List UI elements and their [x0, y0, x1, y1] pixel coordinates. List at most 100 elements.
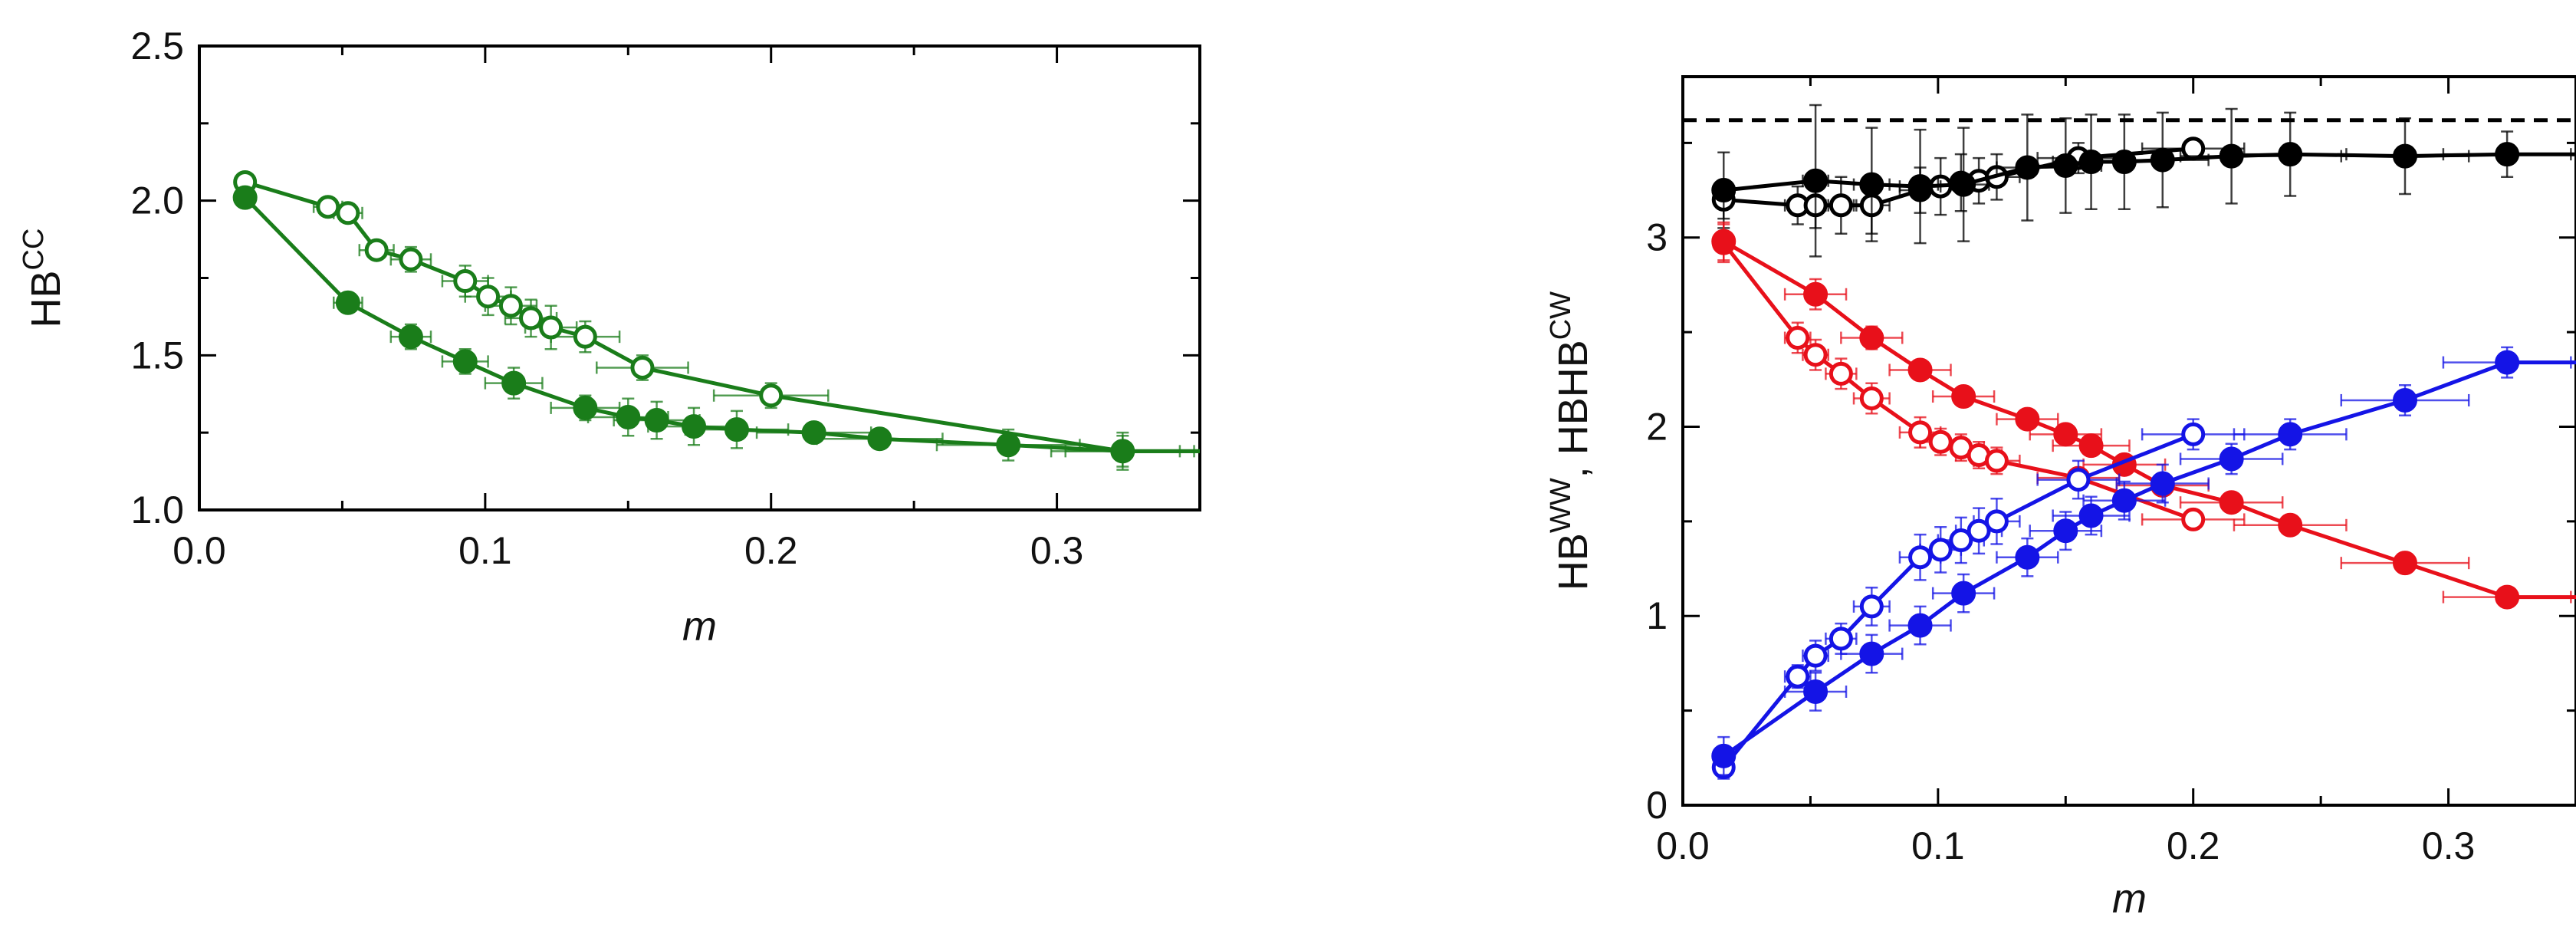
filled-data-point — [452, 349, 478, 374]
open-data-point — [573, 324, 597, 349]
open-data-point — [1786, 326, 1810, 350]
open-data-point — [1928, 538, 1953, 562]
series-4 — [1711, 418, 2246, 780]
open-data-point — [1984, 509, 2009, 534]
series-3 — [1711, 221, 2576, 610]
open-data-point — [1949, 528, 1973, 553]
filled-data-point — [398, 324, 423, 350]
filled-data-point — [1803, 679, 1829, 704]
series-line — [244, 180, 1200, 453]
y-axis-title-text: HB — [23, 270, 69, 327]
y-axis-title-text: , HB — [1550, 397, 1596, 478]
y-tick-label: 3 — [1646, 216, 1668, 259]
open-data-point — [1829, 361, 1853, 386]
open-data-point — [539, 315, 564, 340]
filled-data-point — [2053, 422, 2078, 447]
filled-data-point — [2219, 490, 2244, 515]
filled-data-point — [2495, 584, 2520, 610]
filled-data-point — [573, 395, 598, 420]
open-data-point — [498, 294, 523, 318]
filled-data-point — [996, 433, 1021, 458]
open-data-point — [476, 285, 501, 309]
series-line — [243, 196, 1200, 453]
filled-data-point — [2015, 406, 2040, 432]
series-line — [1722, 242, 2194, 521]
filled-data-point — [1907, 357, 1933, 383]
x-tick-label: 0.3 — [1030, 529, 1084, 572]
filled-data-point — [2111, 150, 2137, 175]
filled-data-point — [2053, 153, 2078, 178]
filled-data-point — [2053, 518, 2078, 544]
open-data-point — [1967, 518, 1991, 543]
x-tick-label: 0.0 — [1656, 824, 1710, 867]
y-axis-title-superscript: CC — [18, 229, 50, 271]
x-tick-label: 0.3 — [2422, 824, 2476, 867]
filled-data-point — [1951, 384, 1976, 410]
filled-data-point — [1110, 439, 1135, 464]
filled-data-point — [2078, 433, 2104, 459]
x-tick-label: 0.1 — [458, 529, 512, 572]
filled-data-point — [2219, 143, 2244, 169]
filled-data-point — [2278, 512, 2303, 538]
filled-data-point — [724, 417, 749, 442]
filled-data-point — [2150, 147, 2175, 173]
filled-data-point — [2392, 387, 2417, 413]
filled-data-point — [682, 414, 707, 439]
open-data-point — [759, 383, 784, 408]
filled-data-point — [644, 408, 669, 433]
filled-data-point — [1907, 613, 1933, 638]
series-line — [1722, 360, 2576, 758]
open-data-point — [336, 201, 360, 225]
filled-data-point — [2495, 350, 2520, 375]
x-axis-title: m — [682, 604, 717, 650]
open-data-point — [2181, 422, 2206, 446]
y-tick-label: 2.0 — [130, 179, 184, 222]
x-tick-label: 0.0 — [172, 529, 226, 572]
open-data-point — [2181, 507, 2206, 531]
filled-data-point — [1859, 172, 1884, 197]
y-tick-label: 1.5 — [130, 334, 184, 377]
filled-data-point — [1951, 581, 1976, 606]
y-tick-label: 1 — [1646, 594, 1668, 637]
filled-data-point — [1859, 325, 1884, 350]
series-1 — [232, 185, 1200, 471]
filled-data-point — [335, 290, 360, 315]
open-data-point — [399, 247, 423, 271]
series-5 — [1711, 346, 2576, 776]
filled-data-point — [867, 426, 892, 452]
filled-data-point — [501, 370, 527, 396]
x-tick-label: 0.2 — [744, 529, 798, 572]
filled-data-point — [232, 185, 258, 210]
x-axis-title: m — [2112, 876, 2147, 922]
filled-data-point — [1803, 168, 1829, 193]
y-axis-title: HBCC — [18, 229, 69, 328]
y-axis-title-superscript: CW — [1545, 291, 1577, 340]
open-data-point — [1908, 420, 1933, 445]
y-tick-label: 0 — [1646, 784, 1668, 827]
filled-data-point — [2150, 471, 2175, 496]
open-data-point — [1984, 449, 2009, 473]
y-axis-title-text: HB — [1550, 340, 1596, 397]
filled-data-point — [1711, 743, 1737, 768]
y-axis-title-text: HB — [1550, 533, 1596, 590]
filled-data-point — [2278, 422, 2303, 447]
series-1 — [1711, 104, 2576, 258]
x-tick-label: 0.2 — [2167, 824, 2220, 867]
open-data-point — [1803, 643, 1828, 668]
filled-data-point — [2278, 142, 2303, 167]
open-data-point — [1928, 429, 1953, 454]
filled-data-point — [1859, 641, 1884, 666]
open-data-point — [630, 355, 655, 380]
x-tick-label: 0.1 — [1911, 824, 1965, 867]
filled-data-point — [1951, 172, 1976, 197]
open-data-point — [1859, 386, 1884, 410]
filled-data-point — [616, 405, 641, 429]
open-data-point — [316, 195, 340, 219]
filled-data-point — [2078, 503, 2104, 528]
panel-left: 0.0 0.1 0.2 0.3 1.0 1.5 2.0 2.5 m HBCC — [18, 25, 1201, 650]
plot-frame — [1681, 75, 2576, 807]
open-data-point — [1829, 193, 1853, 218]
y-tick-label: 2.5 — [130, 25, 184, 67]
